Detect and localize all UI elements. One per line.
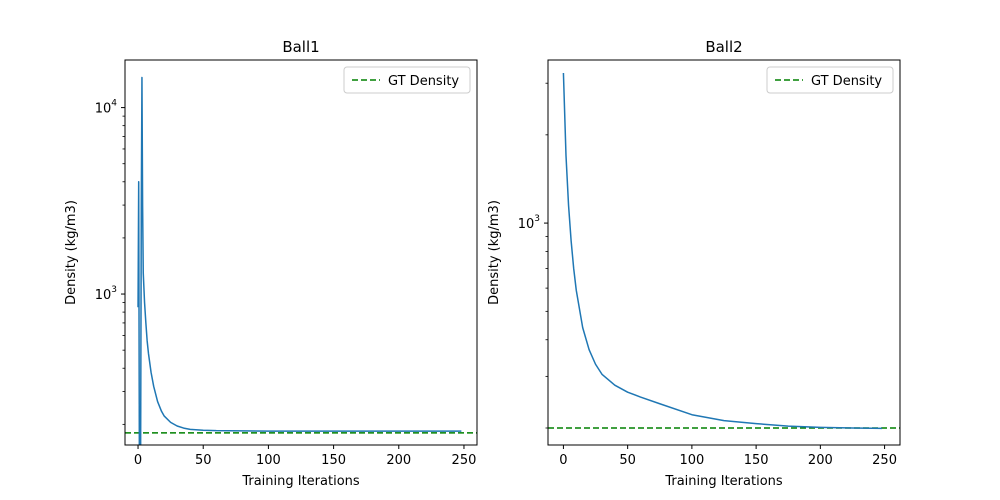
legend-label: GT Density xyxy=(811,74,882,89)
axes-frame xyxy=(547,59,901,446)
x-tick-label: 100 xyxy=(679,453,704,468)
x-tick-label: 200 xyxy=(386,453,411,468)
subplot-2: Ball2 Training Iterations Density (kg/m3) 0… xyxy=(487,38,901,489)
y-tick-label: 103 xyxy=(95,285,117,303)
x-tick-label: 150 xyxy=(744,453,769,468)
x-tick-label: 250 xyxy=(872,453,897,468)
x-tick-label: 250 xyxy=(452,453,477,468)
x-axis-label: Training Iterations xyxy=(664,474,783,489)
y-axis-label: Density (kg/m3) xyxy=(487,200,502,305)
chart-title: Ball1 xyxy=(282,38,319,56)
x-axis-label: Training Iterations xyxy=(241,474,360,489)
y-tick-label: 103 xyxy=(518,214,540,232)
legend: GT Density xyxy=(766,66,894,94)
x-tick-label: 100 xyxy=(256,453,281,468)
x-tick-label: 50 xyxy=(195,453,212,468)
x-tick-label: 50 xyxy=(619,453,636,468)
series-line xyxy=(137,76,462,445)
x-tick-label: 200 xyxy=(808,453,833,468)
x-tick-label: 150 xyxy=(321,453,346,468)
y-axis-label: Density (kg/m3) xyxy=(64,200,79,305)
x-tick-label: 0 xyxy=(134,453,142,468)
y-tick-label: 104 xyxy=(95,99,118,117)
subplot-1: Ball1 Training Iterations Density (kg/m3) 0… xyxy=(64,38,478,489)
x-tick-label: 0 xyxy=(559,453,567,468)
legend-label: GT Density xyxy=(388,74,459,89)
axes-frame xyxy=(124,59,478,446)
legend: GT Density xyxy=(343,66,471,94)
chart-title: Ball2 xyxy=(705,38,742,56)
legend-box xyxy=(766,66,894,94)
legend-box xyxy=(343,66,471,94)
series-line xyxy=(562,72,883,430)
